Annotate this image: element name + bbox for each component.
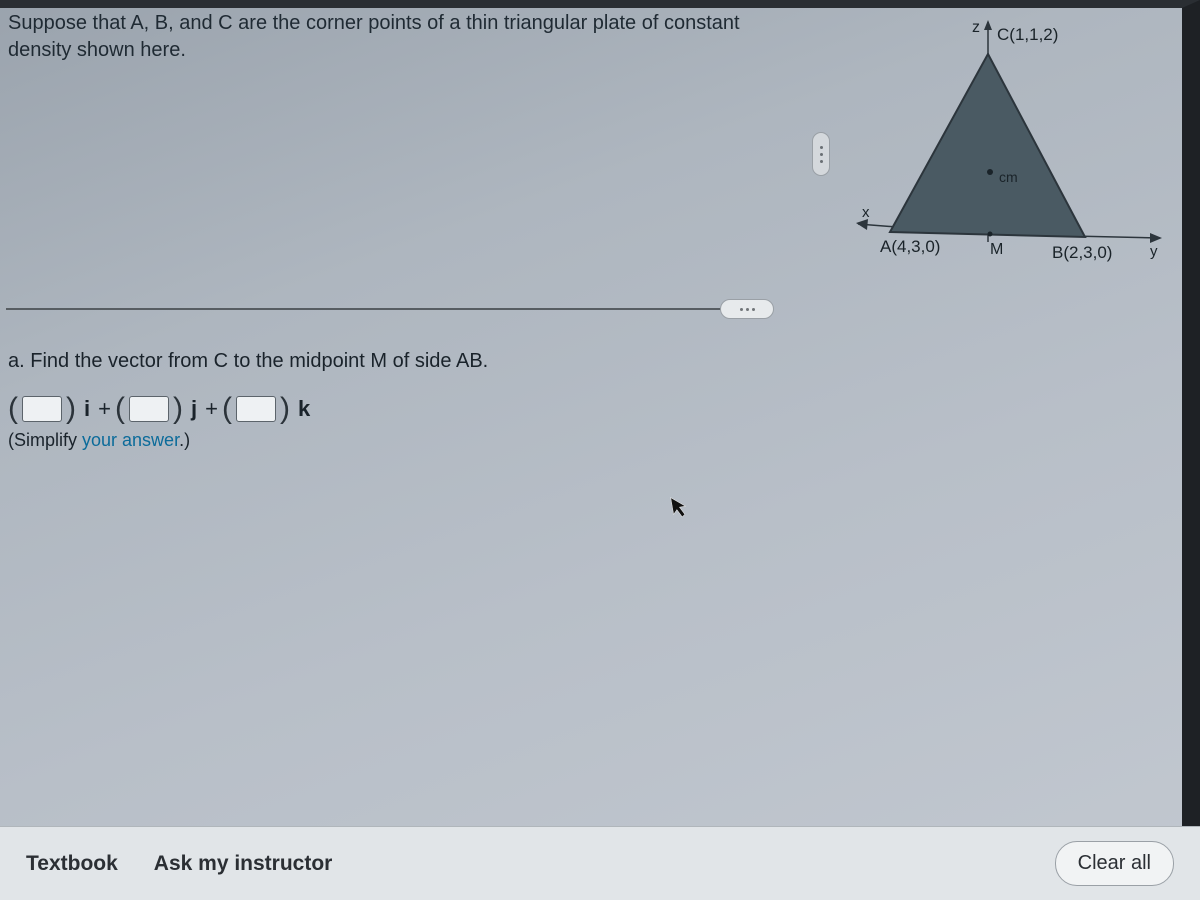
ask-instructor-link[interactable]: Ask my instructor: [154, 852, 333, 876]
coeff-k-input[interactable]: [236, 396, 276, 422]
simplify-close: .): [179, 430, 190, 450]
z-axis-arrow: [984, 20, 992, 30]
plus-1: +: [98, 396, 111, 422]
simplify-highlight: your answer: [82, 430, 179, 450]
coeff-i-input[interactable]: [22, 396, 62, 422]
plus-2: +: [205, 396, 218, 422]
divider-expand-handle[interactable]: [720, 299, 774, 319]
coeff-j-input[interactable]: [129, 396, 169, 422]
triangle-diagram: z C(1,1,2) cm x A(4,3,0) M B(2,3,0) y: [840, 12, 1180, 292]
midpoint-m-dot: [988, 232, 993, 237]
prompt-line-2: density shown here.: [8, 37, 788, 64]
x-label: x: [862, 204, 870, 221]
prompt-line-1: Suppose that A, B, and C are the corner …: [8, 10, 788, 37]
clear-all-button[interactable]: Clear all: [1055, 841, 1174, 886]
question-prompt: Suppose that A, B, and C are the corner …: [8, 10, 788, 64]
paren-open-1: (: [8, 392, 18, 426]
centroid-dot: [987, 169, 993, 175]
paren-close-2: ): [173, 392, 183, 426]
cm-label: cm: [999, 169, 1018, 185]
paren-close-1: ): [66, 392, 76, 426]
z-label: z: [972, 19, 980, 36]
paren-open-2: (: [115, 392, 125, 426]
y-axis-arrow: [1150, 233, 1162, 243]
figure-drag-handle[interactable]: [812, 132, 830, 176]
point-b-label: B(2,3,0): [1052, 243, 1112, 262]
section-divider: [6, 308, 766, 310]
unit-i: i: [80, 396, 94, 422]
figure-pane: z C(1,1,2) cm x A(4,3,0) M B(2,3,0) y: [840, 12, 1180, 292]
part-a-prompt: a. Find the vector from C to the midpoin…: [8, 350, 488, 373]
unit-j: j: [187, 396, 201, 422]
bottom-left-links: Textbook Ask my instructor: [26, 852, 332, 876]
unit-k: k: [294, 396, 314, 422]
paren-close-3: ): [280, 392, 290, 426]
point-a-label: A(4,3,0): [880, 237, 940, 256]
y-label: y: [1150, 243, 1158, 260]
simplify-open: (Simplify: [8, 430, 82, 450]
point-c-label: C(1,1,2): [997, 25, 1058, 44]
textbook-link[interactable]: Textbook: [26, 852, 118, 876]
simplify-hint: (Simplify your answer.): [8, 430, 190, 451]
point-m-label: M: [990, 241, 1003, 258]
bottom-toolbar: Textbook Ask my instructor Clear all: [0, 826, 1200, 900]
triangle-abc: [890, 54, 1085, 237]
paren-open-3: (: [222, 392, 232, 426]
vector-answer-row: ( ) i + ( ) j + ( ) k: [8, 392, 314, 426]
